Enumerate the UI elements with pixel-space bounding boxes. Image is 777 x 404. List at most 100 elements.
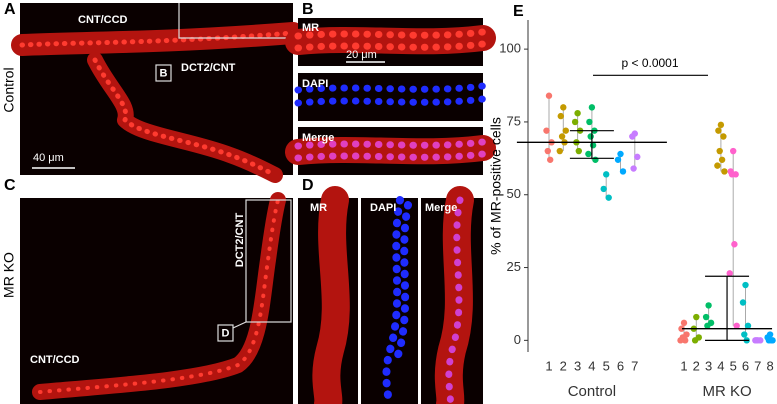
y-tick-label: 0 [514,332,521,347]
inset-outline [178,3,293,39]
y-axis-label: % of MR-positive cells [488,117,504,255]
group-label: Control [568,383,616,400]
nuclei [294,138,487,162]
point [617,150,624,158]
point [768,337,775,344]
point [560,104,567,111]
nuclei [445,196,464,404]
panel-letter: D [302,177,314,194]
point [714,162,721,169]
channel-label: Merge [302,132,334,144]
segment-label: DCT2/CNT [234,213,246,268]
point [587,133,594,140]
point [704,322,711,329]
point [718,156,726,163]
segment-label: CNT/CCD [30,354,80,366]
point [619,168,627,175]
point [715,127,722,134]
channel-label: MR [310,202,327,214]
inset-marker [155,64,172,82]
point [716,147,723,155]
row-label: Control [1,67,17,112]
nuclei [382,196,412,404]
point [720,133,727,140]
tubule [285,25,496,55]
x-tick-label: 5 [730,358,737,373]
x-tick-label: 2 [560,358,567,373]
point [543,127,550,134]
x-tick-label: 5 [603,358,610,373]
channel-label: DAPI [370,202,396,214]
row-label: MR KO [1,252,17,298]
point [733,322,740,329]
inset-outline [245,199,292,323]
point [728,171,736,178]
point [547,156,554,163]
inset-label: D [222,327,230,339]
point [691,337,699,344]
point [605,194,612,201]
scale-label: 40 μm [33,152,64,164]
panel-letter: C [4,177,16,194]
panel-letter: E [513,3,524,20]
tubule [312,186,350,404]
micrograph [20,198,293,404]
x-tick-label: 3 [574,358,581,373]
point [705,302,712,309]
point [557,112,564,120]
y-tick-label: 75 [507,113,521,128]
point [614,156,622,163]
x-tick-label: 3 [705,358,712,373]
y-tick-label: 50 [507,186,521,201]
y-tick-label: 25 [507,259,521,274]
micrograph [298,73,483,121]
point [741,331,748,338]
point [589,142,597,149]
x-tick-label: 6 [617,358,624,373]
point [739,299,747,306]
point [603,171,610,178]
tubule [32,192,286,400]
point [682,337,689,344]
nuclei [19,30,296,178]
segment-label: CNT/CCD [78,14,128,26]
channel-label: DAPI [302,78,328,90]
point [562,127,569,134]
point [677,337,684,344]
y-tick-label: 100 [499,41,521,56]
x-tick-label: 4 [717,358,724,373]
point [634,153,641,161]
nuclei [294,82,487,107]
panel-letter: A [4,1,16,18]
point [731,241,738,248]
x-tick-label: 7 [754,358,761,373]
scale-label: 20 μm [346,49,377,61]
point [571,118,579,126]
segment-label: DCT2/CNT [181,62,236,74]
inset-marker [217,324,234,342]
point [600,185,607,193]
point [702,313,710,321]
point [585,150,592,158]
point [742,281,749,289]
inset-label: B [160,67,168,79]
point [574,109,581,117]
point [544,147,551,155]
point [545,92,553,99]
point [744,322,752,329]
point [721,168,728,175]
point [726,270,733,277]
point [588,104,596,111]
point [592,156,599,163]
point [678,325,685,332]
point [629,133,636,140]
x-tick-label: 4 [588,358,595,373]
point [630,165,637,172]
point [717,121,725,129]
x-tick-label: 7 [631,358,638,373]
x-tick-label: 8 [766,358,773,373]
channel-label: MR [302,22,319,34]
tubule [285,135,496,165]
point [693,313,700,321]
